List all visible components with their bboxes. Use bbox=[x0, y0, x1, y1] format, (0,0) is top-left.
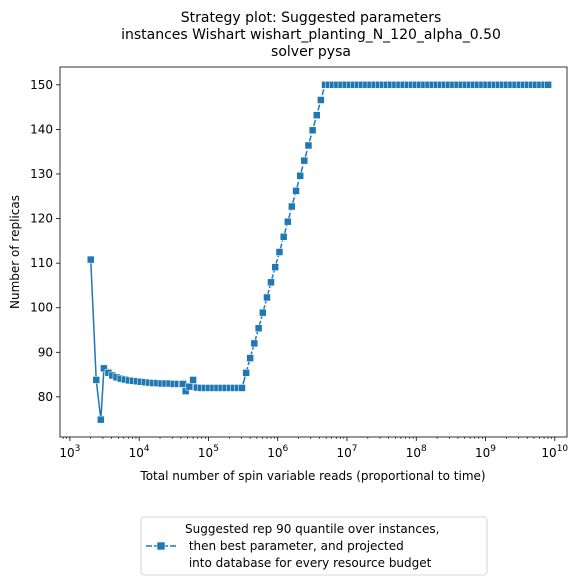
data-point bbox=[86, 255, 95, 264]
x-tick-label: 108 bbox=[406, 444, 427, 460]
legend-label: Suggested rep 90 quantile over instances… bbox=[185, 522, 439, 570]
data-point bbox=[100, 364, 108, 373]
data-point bbox=[246, 354, 254, 362]
legend-box bbox=[140, 516, 488, 576]
plot-area-frame bbox=[59, 66, 568, 438]
x-axis-ticks: 103 104 105 106 107 108 109 1010 bbox=[59, 437, 568, 460]
x-tick-label: 1010 bbox=[541, 444, 568, 460]
x-tick-label: 104 bbox=[129, 444, 150, 460]
chart-title: Strategy plot: Suggested parameters inst… bbox=[121, 10, 501, 60]
data-point bbox=[308, 126, 317, 135]
y-tick-label: 120 bbox=[30, 212, 53, 226]
series-layer bbox=[86, 81, 552, 424]
x-tick-label: 105 bbox=[198, 444, 219, 460]
data-point bbox=[296, 172, 304, 180]
x-tick-label: 103 bbox=[59, 444, 80, 460]
x-tick-label: 107 bbox=[336, 444, 357, 460]
data-point bbox=[288, 202, 296, 211]
data-point bbox=[263, 293, 271, 302]
data-point bbox=[189, 376, 197, 384]
data-point bbox=[292, 187, 300, 195]
data-point bbox=[259, 308, 267, 317]
y-tick-label: 110 bbox=[30, 256, 53, 270]
data-point bbox=[242, 369, 250, 377]
x-tick-label: 106 bbox=[267, 444, 288, 460]
data-point bbox=[317, 96, 325, 104]
data-point bbox=[271, 263, 279, 271]
chart-title-line-2: instances Wishart wishart_planting_N_120… bbox=[121, 27, 501, 43]
data-point bbox=[92, 376, 100, 384]
data-point bbox=[179, 380, 187, 388]
data-point bbox=[279, 233, 288, 241]
chart-title-line-3: solver pysa bbox=[271, 44, 351, 60]
chart-title-line-1: Strategy plot: Suggested parameters bbox=[181, 10, 442, 26]
series-line-solid bbox=[89, 259, 247, 420]
y-tick-label: 140 bbox=[30, 122, 53, 136]
legend-marker bbox=[156, 541, 166, 551]
y-axis-ticks: 80 90 100 110 120 130 140 150 bbox=[30, 78, 60, 404]
y-tick-label: 150 bbox=[30, 78, 53, 92]
data-point bbox=[254, 324, 263, 332]
data-point bbox=[97, 415, 105, 424]
data-point bbox=[544, 81, 552, 89]
data-point bbox=[185, 382, 194, 391]
y-tick-label: 130 bbox=[30, 167, 53, 181]
data-point bbox=[304, 141, 313, 150]
data-point bbox=[284, 217, 292, 226]
data-point bbox=[238, 384, 246, 392]
y-tick-label: 100 bbox=[30, 301, 53, 315]
series-line-dashed bbox=[245, 84, 549, 374]
y-tick-label: 80 bbox=[38, 390, 53, 404]
data-point bbox=[250, 339, 259, 348]
y-tick-label: 90 bbox=[38, 345, 53, 359]
data-point bbox=[267, 278, 275, 287]
legend: Suggested rep 90 quantile over instances… bbox=[140, 516, 488, 576]
x-axis-label: Total number of spin variable reads (pro… bbox=[139, 469, 485, 483]
data-point bbox=[300, 156, 309, 165]
x-tick-label: 109 bbox=[475, 444, 496, 460]
data-point bbox=[275, 248, 284, 256]
data-point bbox=[312, 111, 321, 119]
y-axis-label: Number of replicas bbox=[8, 195, 22, 309]
